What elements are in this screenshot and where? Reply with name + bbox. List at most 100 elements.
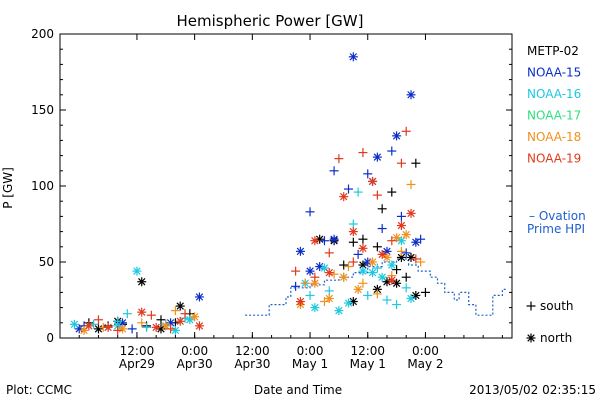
point-noaa-19-south	[348, 257, 358, 267]
point-noaa-15-north	[372, 152, 382, 162]
marker-star-d2	[397, 236, 406, 245]
marker-star-d2	[392, 279, 401, 288]
x-tick-label-date: May 1	[350, 357, 386, 371]
x-tick-label-time: 12:00	[350, 344, 385, 358]
point-noaa-15-north	[411, 237, 421, 247]
marker-star-d2	[373, 153, 382, 161]
point-noaa-19-south	[358, 148, 368, 158]
marker-star-d2	[104, 323, 112, 332]
x-tick-label-time: 0:00	[181, 344, 208, 358]
point-noaa-16-north	[396, 236, 406, 246]
marker-star-d2	[94, 325, 103, 333]
legend-ovation-line2: Prime HPI	[527, 222, 585, 236]
point-noaa-15-north	[348, 52, 358, 62]
point-noaa-15-north	[194, 292, 204, 302]
point-metp-02-south	[392, 265, 402, 275]
point-noaa-19-north	[358, 243, 368, 253]
point-noaa-15-south	[319, 236, 329, 246]
point-metp-02-south	[420, 287, 430, 297]
marker-star-d2	[397, 221, 406, 230]
point-noaa-18-south	[170, 306, 180, 316]
point-metp-02-south	[156, 315, 166, 325]
point-noaa-19-south	[334, 154, 344, 164]
point-noaa-18-south	[416, 257, 426, 267]
y-axis-label: P [GW]	[1, 167, 15, 209]
legend: METP-02 NOAA-15 NOAA-16 NOAA-17 NOAA-18 NOAA-…	[526, 44, 586, 345]
point-noaa-16-north	[334, 306, 344, 316]
point-noaa-15-south	[396, 211, 406, 221]
point-noaa-15-south	[344, 184, 354, 194]
marker-star-d2	[407, 91, 415, 99]
point-noaa-15-north	[305, 266, 315, 276]
marker-star-d2	[195, 322, 204, 330]
point-noaa-15-north	[166, 318, 176, 328]
point-noaa-16-south	[353, 187, 363, 197]
point-noaa-18-north	[368, 257, 378, 267]
marker-star-d2	[311, 236, 319, 245]
point-noaa-19-north	[310, 236, 320, 246]
legend-noaa-16: NOAA-16	[527, 87, 581, 101]
point-noaa-19-north	[295, 297, 305, 307]
marker-star-d2	[397, 253, 406, 262]
marker-star-d2	[138, 308, 146, 316]
legend-symbol-label-north: north	[540, 331, 572, 345]
point-noaa-15-south	[127, 324, 137, 334]
point-noaa-16-south	[382, 295, 392, 305]
marker-star-d2	[325, 268, 334, 277]
marker-star-d2	[75, 325, 83, 333]
marker-star-d2	[383, 253, 391, 262]
point-noaa-16-south	[348, 219, 358, 229]
marker-star-d2	[339, 273, 348, 281]
marker-star-d2	[166, 319, 175, 327]
marker-star-d2	[162, 322, 170, 330]
point-noaa-19-north	[396, 221, 406, 231]
y-tick-label: 200	[31, 27, 54, 41]
marker-star-d2	[407, 253, 415, 262]
marker-star-d2	[412, 291, 420, 300]
marker-star-d2	[118, 319, 127, 327]
marker-star-d2	[373, 285, 382, 294]
point-noaa-19-south	[310, 272, 320, 282]
point-noaa-15-south	[291, 281, 301, 291]
point-noaa-16-north	[185, 315, 195, 325]
point-noaa-16-north	[406, 293, 416, 303]
point-noaa-15-south	[353, 249, 363, 259]
point-noaa-15-north	[406, 90, 416, 100]
marker-star-d2	[392, 132, 401, 140]
marker-star-d2	[315, 262, 324, 271]
marker-star-d2	[311, 303, 319, 312]
point-noaa-15-south	[377, 224, 387, 234]
legend-symbol-label-south: south	[540, 299, 574, 313]
marker-star-d2	[349, 227, 358, 236]
marker-star-d2	[320, 264, 329, 272]
point-noaa-19-north	[377, 249, 387, 259]
x-tick-label-time: 0:00	[412, 344, 439, 358]
point-noaa-18-north	[190, 312, 200, 322]
point-noaa-19-south	[372, 190, 382, 200]
point-metp-02-north	[137, 277, 147, 287]
marker-star-d2	[383, 247, 391, 256]
point-noaa-19-north	[137, 307, 147, 317]
point-noaa-16-north	[377, 272, 387, 282]
point-noaa-16-north	[170, 325, 180, 335]
marker-star-d2	[186, 316, 194, 324]
point-noaa-18-north	[401, 230, 411, 240]
legend-noaa-15: NOAA-15	[527, 66, 581, 80]
legend-symbol-north	[526, 333, 536, 343]
marker-star-d2	[335, 306, 343, 315]
footer-right: 2013/05/02 02:35:15	[469, 383, 596, 397]
legend-symbol-south	[526, 301, 536, 311]
marker-star-d2	[368, 258, 377, 266]
point-metp-02-north	[93, 324, 103, 334]
point-noaa-19-north	[368, 176, 378, 186]
point-noaa-16-north	[368, 268, 378, 278]
marker-star-d2	[138, 278, 146, 286]
point-metp-02-north	[406, 252, 416, 262]
x-tick-label-date: May 1	[292, 357, 328, 371]
point-metp-02-south	[339, 260, 349, 270]
point-noaa-16-south	[372, 263, 382, 273]
marker-star-d2	[311, 279, 319, 288]
point-metp-02-south	[348, 237, 358, 247]
marker-star-d2	[354, 285, 362, 294]
